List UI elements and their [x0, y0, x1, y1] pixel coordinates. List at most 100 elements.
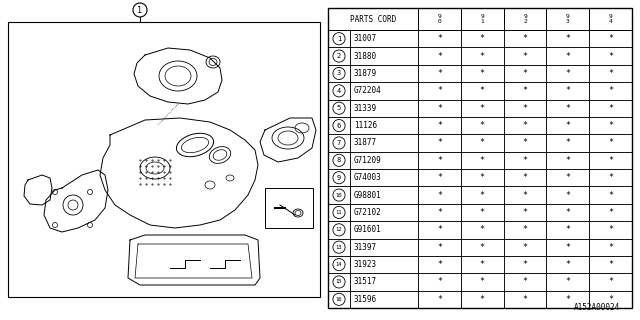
Text: *: * [565, 260, 570, 269]
Bar [350, 30, 418, 47]
Text: *: * [522, 208, 527, 217]
Text: 31397: 31397 [354, 243, 377, 252]
Text: *: * [437, 104, 442, 113]
Text: *: * [480, 191, 484, 200]
Text: *: * [522, 295, 527, 304]
Bar [504, 100, 547, 117]
Text: *: * [565, 69, 570, 78]
Text: *: * [437, 156, 442, 165]
Text: *: * [480, 173, 484, 182]
Text: *: * [480, 225, 484, 234]
Text: *: * [437, 121, 442, 130]
Bar [547, 8, 589, 30]
Text: *: * [437, 295, 442, 304]
Bar [350, 221, 418, 238]
Bar [418, 100, 461, 117]
Text: *: * [437, 225, 442, 234]
Text: 2: 2 [337, 53, 341, 59]
Bar [547, 82, 589, 100]
Text: 11126: 11126 [354, 121, 377, 130]
Bar [461, 8, 504, 30]
Text: 16: 16 [336, 297, 342, 302]
Text: 1: 1 [138, 5, 143, 14]
Bar [461, 134, 504, 152]
Text: *: * [565, 104, 570, 113]
Text: 6: 6 [337, 123, 341, 129]
Bar [418, 47, 461, 65]
Text: 13: 13 [336, 245, 342, 250]
Text: *: * [480, 260, 484, 269]
Bar [461, 169, 504, 186]
Bar [504, 238, 547, 256]
Bar [504, 169, 547, 186]
Text: *: * [608, 34, 613, 43]
Bar [589, 256, 632, 273]
Bar [350, 152, 418, 169]
Text: *: * [522, 121, 527, 130]
Bar [328, 273, 350, 291]
Bar [547, 256, 589, 273]
Text: *: * [437, 52, 442, 60]
Bar [350, 65, 418, 82]
Text: *: * [565, 156, 570, 165]
Bar [547, 117, 589, 134]
Bar [418, 291, 461, 308]
Bar [589, 204, 632, 221]
Bar [547, 100, 589, 117]
Bar [589, 65, 632, 82]
Text: *: * [480, 104, 484, 113]
Bar [547, 273, 589, 291]
Bar [418, 256, 461, 273]
Bar [350, 117, 418, 134]
Text: *: * [437, 208, 442, 217]
Bar [589, 30, 632, 47]
Text: 31339: 31339 [354, 104, 377, 113]
Bar [504, 47, 547, 65]
Text: *: * [608, 260, 613, 269]
Text: *: * [480, 243, 484, 252]
Bar [418, 65, 461, 82]
Bar [547, 65, 589, 82]
Bar [328, 186, 350, 204]
Bar [461, 152, 504, 169]
Bar [328, 8, 418, 30]
Text: *: * [608, 86, 613, 95]
Text: *: * [565, 191, 570, 200]
Text: G91601: G91601 [354, 225, 381, 234]
Text: *: * [522, 52, 527, 60]
Bar [350, 134, 418, 152]
Text: *: * [437, 191, 442, 200]
Bar [461, 238, 504, 256]
Bar [328, 291, 350, 308]
Bar [589, 291, 632, 308]
Bar [504, 291, 547, 308]
Text: 9: 9 [337, 175, 341, 181]
Bar [547, 152, 589, 169]
Text: *: * [608, 225, 613, 234]
Text: 31517: 31517 [354, 277, 377, 286]
Bar [547, 221, 589, 238]
Bar [589, 8, 632, 30]
Text: G74003: G74003 [354, 173, 381, 182]
Text: *: * [608, 295, 613, 304]
Bar [547, 169, 589, 186]
Text: 9
0: 9 0 [438, 14, 441, 24]
Text: 9
4: 9 4 [609, 14, 612, 24]
Text: *: * [608, 191, 613, 200]
Bar [504, 186, 547, 204]
Text: G72204: G72204 [354, 86, 381, 95]
Text: *: * [522, 173, 527, 182]
Bar [418, 186, 461, 204]
Text: *: * [437, 243, 442, 252]
Bar [461, 221, 504, 238]
Bar [350, 82, 418, 100]
Text: 1: 1 [337, 36, 341, 42]
Text: *: * [565, 277, 570, 286]
Bar [504, 30, 547, 47]
Text: *: * [565, 34, 570, 43]
Bar [418, 273, 461, 291]
Text: *: * [608, 173, 613, 182]
Bar [461, 82, 504, 100]
Bar [589, 186, 632, 204]
Bar [504, 273, 547, 291]
